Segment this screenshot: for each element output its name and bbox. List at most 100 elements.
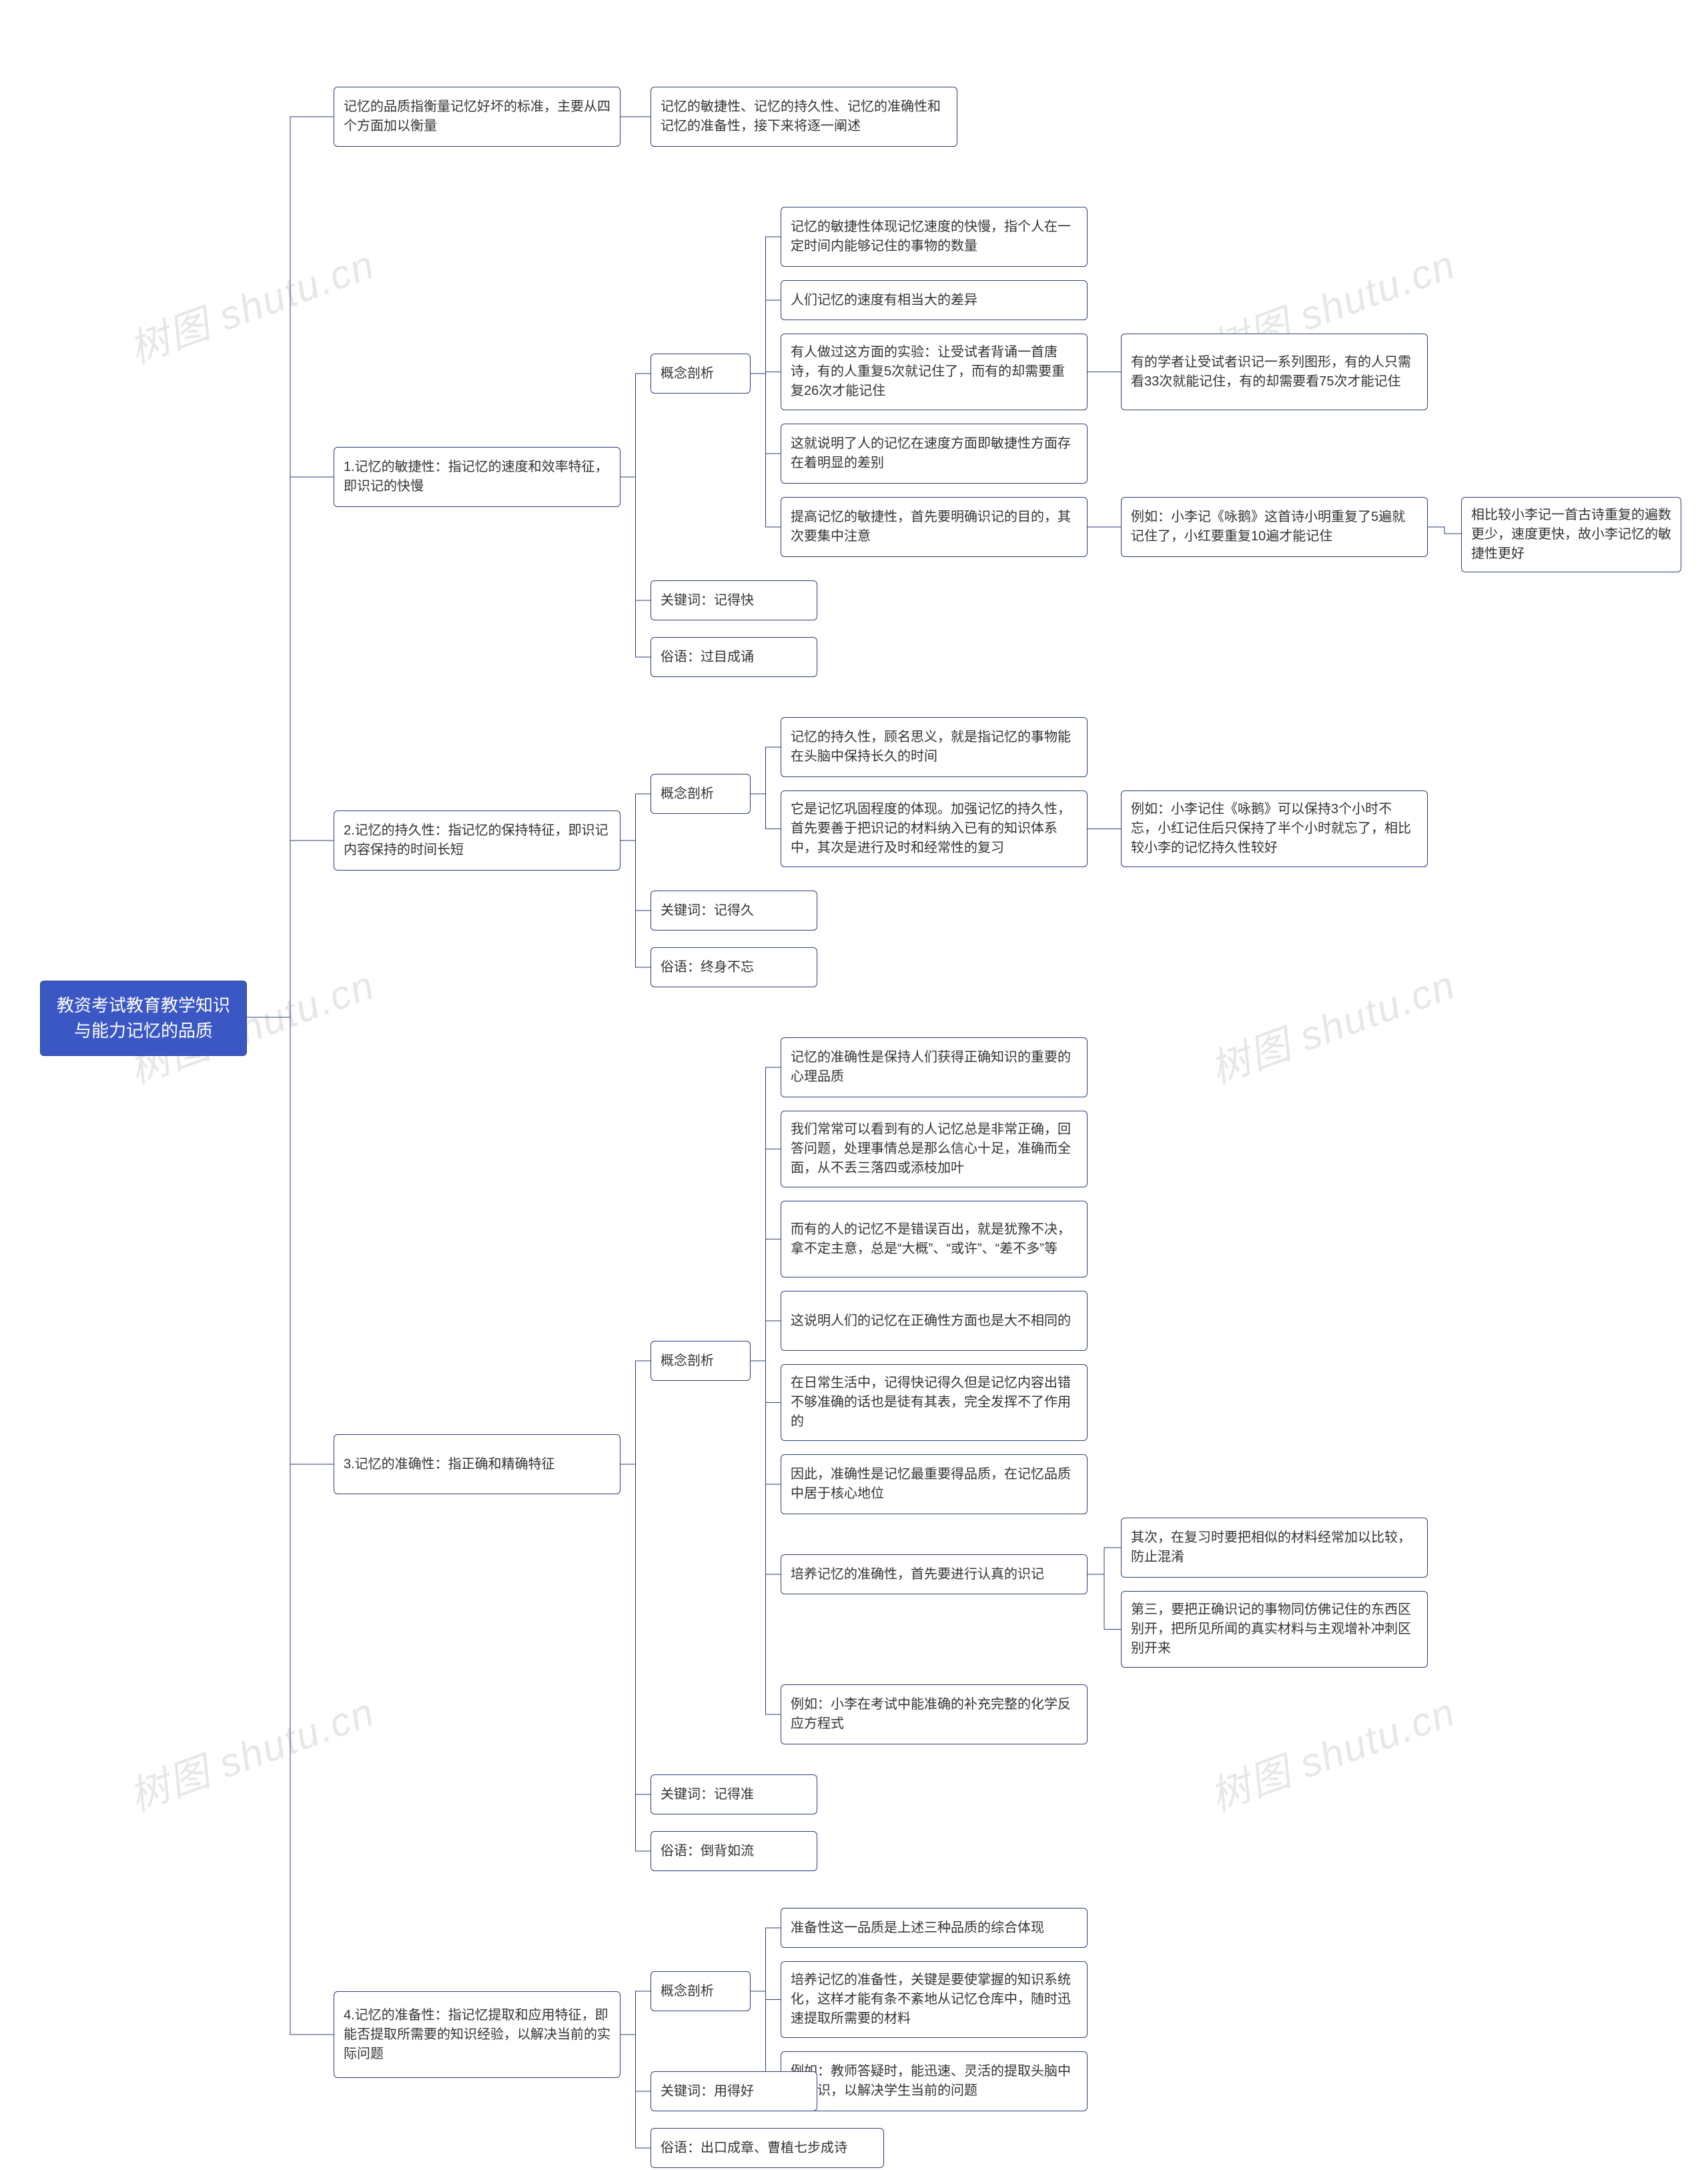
- node-label: 相比较小李记一首古诗重复的遍数更少，速度更快，故小李记忆的敏捷性更好: [1471, 506, 1671, 564]
- node-label: 有人做过这方面的实验：让受试者背诵一首唐诗，有的人重复5次就记住了，而有的却需要…: [791, 343, 1078, 401]
- node-label: 1.记忆的敏捷性：指记忆的速度和效率特征，即识记的快慢: [344, 458, 610, 496]
- mindmap-node[interactable]: 俗语：出口成章、曹植七步成诗: [651, 2128, 884, 2168]
- mindmap-node[interactable]: 培养记忆的准备性，关键是要使掌握的知识系统化，这样才能有条不紊地从记忆仓库中，随…: [781, 1961, 1088, 2038]
- node-label: 概念剖析: [661, 1982, 714, 2001]
- node-label: 俗语：倒背如流: [661, 1842, 754, 1861]
- mindmap-node[interactable]: 记忆的敏捷性、记忆的持久性、记忆的准确性和记忆的准备性，接下来将逐一阐述: [651, 87, 957, 147]
- mindmap-node[interactable]: 记忆的准确性是保持人们获得正确知识的重要的心理品质: [781, 1037, 1088, 1097]
- node-label: 培养记忆的准确性，首先要进行认真的识记: [791, 1565, 1044, 1584]
- node-label: 概念剖析: [661, 364, 714, 384]
- connector: [751, 300, 781, 374]
- mindmap-node[interactable]: 1.记忆的敏捷性：指记忆的速度和效率特征，即识记的快慢: [334, 447, 620, 507]
- connector: [247, 841, 334, 1017]
- mindmap-node[interactable]: 例如：教师答疑时，能迅速、灵活的提取头脑中的知识，以解决学生当前的问题: [781, 2051, 1088, 2111]
- connector: [620, 1991, 651, 2035]
- mindmap-node[interactable]: 概念剖析: [651, 354, 751, 394]
- connector: [247, 477, 334, 1017]
- connector: [620, 477, 651, 600]
- connector: [751, 1361, 781, 1484]
- mindmap-node[interactable]: 准备性这一品质是上述三种品质的综合体现: [781, 1908, 1088, 1948]
- node-label: 记忆的敏捷性体现记忆速度的快慢，指个人在一定时间内能够记住的事物的数量: [791, 217, 1078, 256]
- mindmap-node[interactable]: 俗语：过目成诵: [651, 637, 817, 677]
- watermark: 树图 shutu.cn: [120, 232, 382, 375]
- mindmap-node[interactable]: 关键词：记得准: [651, 1774, 817, 1814]
- node-label: 3.记忆的准确性：指正确和精确特征: [344, 1455, 555, 1474]
- mindmap-node[interactable]: 第三，要把正确识记的事物同仿佛记住的东西区别开，把所见所闻的真实材料与主观增补冲…: [1121, 1591, 1428, 1668]
- mindmap-node[interactable]: 2.记忆的持久性：指记忆的保持特征，即识记内容保持的时间长短: [334, 810, 620, 871]
- mindmap-node[interactable]: 而有的人的记忆不是错误百出，就是犹豫不决，拿不定主意，总是“大概”、“或许”、“…: [781, 1201, 1088, 1277]
- connector: [751, 374, 781, 527]
- node-label: 记忆的持久性，顾名思义，就是指记忆的事物能在头脑中保持长久的时间: [791, 728, 1078, 766]
- connector: [751, 1991, 781, 2081]
- node-label: 记忆的品质指衡量记忆好坏的标准，主要从四个方面加以衡量: [344, 97, 610, 136]
- node-label: 俗语：过目成诵: [661, 648, 754, 667]
- connector: [1088, 1574, 1121, 1630]
- connector: [247, 1017, 334, 1464]
- watermark: 树图 shutu.cn: [120, 1680, 382, 1822]
- mindmap-node[interactable]: 有的学者让受试者识记一系列图形，有的人只需看33次就能记住，有的却需要看75次才…: [1121, 334, 1428, 410]
- node-label: 例如：小李在考试中能准确的补充完整的化学反应方程式: [791, 1695, 1078, 1734]
- mindmap-node[interactable]: 记忆的品质指衡量记忆好坏的标准，主要从四个方面加以衡量: [334, 87, 620, 147]
- node-label: 4.记忆的准备性：指记忆提取和应用特征，即能否提取所需要的知识经验，以解决当前的…: [344, 2006, 610, 2064]
- node-label: 它是记忆巩固程度的体现。加强记忆的持久性，首先要善于把识记的材料纳入已有的知识体…: [791, 800, 1078, 858]
- mindmap-node[interactable]: 我们常常可以看到有的人记忆总是非常正确，回答问题，处理事情总是那么信心十足，准确…: [781, 1111, 1088, 1187]
- node-label: 这就说明了人的记忆在速度方面即敏捷性方面存在着明显的差别: [791, 434, 1078, 473]
- mindmap-node[interactable]: 有人做过这方面的实验：让受试者背诵一首唐诗，有的人重复5次就记住了，而有的却需要…: [781, 334, 1088, 410]
- connector: [620, 841, 651, 911]
- mindmap-node[interactable]: 提高记忆的敏捷性，首先要明确识记的目的，其次要集中注意: [781, 497, 1088, 557]
- mindmap-node[interactable]: 它是记忆巩固程度的体现。加强记忆的持久性，首先要善于把识记的材料纳入已有的知识体…: [781, 790, 1088, 867]
- node-label: 例如：教师答疑时，能迅速、灵活的提取头脑中的知识，以解决学生当前的问题: [791, 2062, 1078, 2101]
- root-node[interactable]: 教资考试教育教学知识与能力记忆的品质: [40, 981, 247, 1056]
- connector: [751, 374, 781, 454]
- connector: [751, 1067, 781, 1361]
- mindmap-node[interactable]: 概念剖析: [651, 774, 751, 814]
- mindmap-node[interactable]: 在日常生活中，记得快记得久但是记忆内容出错不够准确的话也是徒有其表，完全发挥不了…: [781, 1364, 1088, 1441]
- connector: [620, 2035, 651, 2091]
- connector: [751, 1928, 781, 1991]
- node-label: 关键词：记得准: [661, 1785, 754, 1804]
- mindmap-node[interactable]: 例如：小李在考试中能准确的补充完整的化学反应方程式: [781, 1684, 1088, 1744]
- mindmap-node[interactable]: 记忆的敏捷性体现记忆速度的快慢，指个人在一定时间内能够记住的事物的数量: [781, 207, 1088, 267]
- mindmap-node[interactable]: 因此，准确性是记忆最重要得品质，在记忆品质中居于核心地位: [781, 1454, 1088, 1514]
- node-label: 俗语：出口成章、曹植七步成诗: [661, 2139, 847, 2158]
- connector: [620, 374, 651, 477]
- node-label: 俗语：终身不忘: [661, 958, 754, 977]
- mindmap-node[interactable]: 俗语：倒背如流: [651, 1831, 817, 1871]
- mindmap-node[interactable]: 关键词：记得快: [651, 580, 817, 620]
- node-label: 这说明人们的记忆在正确性方面也是大不相同的: [791, 1311, 1071, 1331]
- node-label: 2.记忆的持久性：指记忆的保持特征，即识记内容保持的时间长短: [344, 821, 610, 860]
- mindmap-node[interactable]: 概念剖析: [651, 1341, 751, 1381]
- mindmap-node[interactable]: 相比较小李记一首古诗重复的遍数更少，速度更快，故小李记忆的敏捷性更好: [1461, 497, 1681, 572]
- connector: [751, 1239, 781, 1362]
- node-label: 准备性这一品质是上述三种品质的综合体现: [791, 1919, 1044, 1938]
- mindmap-node[interactable]: 关键词：记得久: [651, 891, 817, 931]
- mindmap-node[interactable]: 培养记忆的准确性，首先要进行认真的识记: [781, 1554, 1088, 1594]
- connector: [751, 794, 781, 829]
- connector: [620, 2035, 651, 2148]
- mindmap-node[interactable]: 人们记忆的速度有相当大的差异: [781, 280, 1088, 320]
- mindmap-node[interactable]: 关键词：用得好: [651, 2071, 817, 2111]
- mindmap-node[interactable]: 记忆的持久性，顾名思义，就是指记忆的事物能在头脑中保持长久的时间: [781, 717, 1088, 777]
- node-label: 培养记忆的准备性，关键是要使掌握的知识系统化，这样才能有条不紊地从记忆仓库中，随…: [791, 1971, 1078, 2029]
- mindmap-node[interactable]: 概念剖析: [651, 1971, 751, 2011]
- mindmap-node[interactable]: 其次，在复习时要把相似的材料经常加以比较，防止混淆: [1121, 1518, 1428, 1578]
- connector: [751, 1361, 781, 1714]
- connector: [620, 477, 651, 657]
- node-label: 概念剖析: [661, 1351, 714, 1371]
- mindmap-node[interactable]: 这就说明了人的记忆在速度方面即敏捷性方面存在着明显的差别: [781, 424, 1088, 484]
- mindmap-node[interactable]: 例如：小李记《咏鹅》这首诗小明重复了5遍就记住了，小红要重复10遍才能记住: [1121, 497, 1428, 557]
- node-label: 其次，在复习时要把相似的材料经常加以比较，防止混淆: [1131, 1528, 1418, 1567]
- node-label: 因此，准确性是记忆最重要得品质，在记忆品质中居于核心地位: [791, 1465, 1078, 1504]
- mindmap-node[interactable]: 3.记忆的准确性：指正确和精确特征: [334, 1434, 620, 1494]
- node-label: 例如：小李记《咏鹅》这首诗小明重复了5遍就记住了，小红要重复10遍才能记住: [1131, 508, 1418, 546]
- mindmap-node[interactable]: 4.记忆的准备性：指记忆提取和应用特征，即能否提取所需要的知识经验，以解决当前的…: [334, 1991, 620, 2078]
- node-label: 例如：小李记住《咏鹅》可以保持3个小时不忘，小红记住后只保持了半个小时就忘了，相…: [1131, 800, 1418, 858]
- node-label: 有的学者让受试者识记一系列图形，有的人只需看33次就能记住，有的却需要看75次才…: [1131, 353, 1418, 392]
- node-label: 而有的人的记忆不是错误百出，就是犹豫不决，拿不定主意，总是“大概”、“或许”、“…: [791, 1220, 1078, 1259]
- watermark: 树图 shutu.cn: [1201, 953, 1462, 1095]
- mindmap-node[interactable]: 这说明人们的记忆在正确性方面也是大不相同的: [781, 1291, 1088, 1351]
- mindmap-node[interactable]: 例如：小李记住《咏鹅》可以保持3个小时不忘，小红记住后只保持了半个小时就忘了，相…: [1121, 790, 1428, 867]
- node-label: 在日常生活中，记得快记得久但是记忆内容出错不够准确的话也是徒有其表，完全发挥不了…: [791, 1374, 1078, 1432]
- mindmap-node[interactable]: 俗语：终身不忘: [651, 947, 817, 987]
- connector: [620, 1361, 651, 1464]
